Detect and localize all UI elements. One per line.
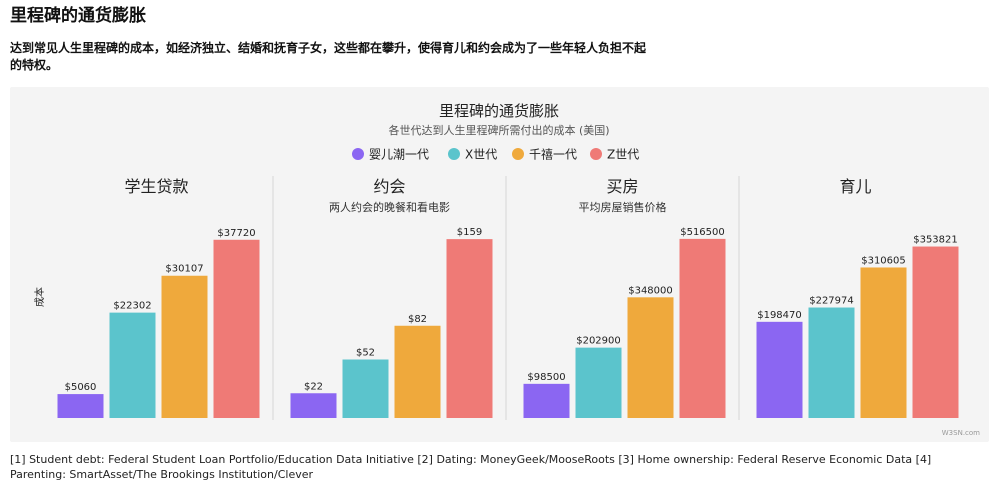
- panel-title-2: 约会: [373, 177, 405, 196]
- bar-panel3-series2: [575, 347, 622, 418]
- page-subtitle: 达到常见人生里程碑的成本，如经济独立、结婚和抚育子女，这些都在攀升，使得育儿和约…: [10, 41, 647, 72]
- bar-panel2-series3: [394, 325, 441, 418]
- watermark: W3SN.com: [942, 429, 980, 437]
- bar-label-panel2-series1: $22: [304, 381, 323, 392]
- chart-title: 里程碑的通货膨胀: [439, 102, 559, 120]
- legend-swatch-3: [512, 148, 524, 160]
- bar-label-panel2-series2: $52: [356, 348, 375, 359]
- bar-panel1-series2: [109, 312, 156, 418]
- panel-subtitle-3: 平均房屋销售价格: [579, 200, 667, 214]
- bar-label-panel3-series4: $516500: [680, 227, 725, 238]
- bar-panel2-series4: [446, 239, 493, 418]
- bar-panel4-series4: [912, 246, 959, 418]
- bar-label-panel3-series1: $98500: [527, 372, 565, 383]
- bar-label-panel1-series2: $22302: [113, 301, 151, 312]
- bar-panel1-series4: [213, 239, 260, 418]
- panel-subtitle-2: 两人约会的晚餐和看电影: [329, 200, 450, 214]
- source-footnote: [1] Student debt: Federal Student Loan P…: [10, 453, 932, 481]
- bar-label-panel1-series1: $5060: [65, 382, 97, 393]
- bar-label-panel2-series3: $82: [408, 314, 427, 325]
- bar-label-panel2-series4: $159: [457, 227, 482, 238]
- bar-panel4-series2: [808, 307, 855, 418]
- bar-label-panel4-series1: $198470: [757, 310, 802, 321]
- bar-label-panel3-series3: $348000: [628, 285, 673, 296]
- bar-panel1-series1: [57, 394, 104, 418]
- bar-panel3-series3: [627, 297, 674, 418]
- bar-panel3-series1: [523, 383, 570, 418]
- bar-label-panel1-series3: $30107: [165, 264, 203, 275]
- legend-label-2: X世代: [465, 148, 497, 162]
- legend-swatch-1: [352, 148, 364, 160]
- bar-label-panel4-series4: $353821: [913, 235, 958, 246]
- bar-panel3-series4: [679, 238, 726, 418]
- panel-title-4: 育儿: [839, 177, 871, 196]
- bar-label-panel4-series3: $310605: [861, 255, 906, 266]
- panel-title-1: 学生贷款: [124, 177, 188, 196]
- legend-label-4: Z世代: [607, 148, 639, 162]
- legend-label-3: 千禧一代: [529, 148, 577, 162]
- bar-label-panel3-series2: $202900: [576, 336, 621, 347]
- bar-panel1-series3: [161, 275, 208, 418]
- legend-swatch-4: [590, 148, 602, 160]
- bar-panel2-series1: [290, 393, 337, 418]
- bar-panel4-series1: [756, 321, 803, 418]
- bar-label-panel4-series2: $227974: [809, 296, 854, 307]
- panel-title-3: 买房: [606, 177, 638, 196]
- page-title: 里程碑的通货膨胀: [10, 6, 146, 26]
- legend-label-1: 婴儿潮一代: [369, 147, 429, 162]
- legend-swatch-2: [448, 148, 460, 160]
- chart-subtitle: 各世代达到人生里程碑所需付出的成本 (美国): [388, 123, 609, 137]
- bar-panel4-series3: [860, 267, 907, 418]
- bar-panel2-series2: [342, 359, 389, 418]
- y-axis-label: 成本: [33, 287, 46, 307]
- bar-label-panel1-series4: $37720: [217, 228, 255, 239]
- chart-panel: 里程碑的通货膨胀各世代达到人生里程碑所需付出的成本 (美国) 婴儿潮一代 X世代 千禧…: [10, 87, 989, 442]
